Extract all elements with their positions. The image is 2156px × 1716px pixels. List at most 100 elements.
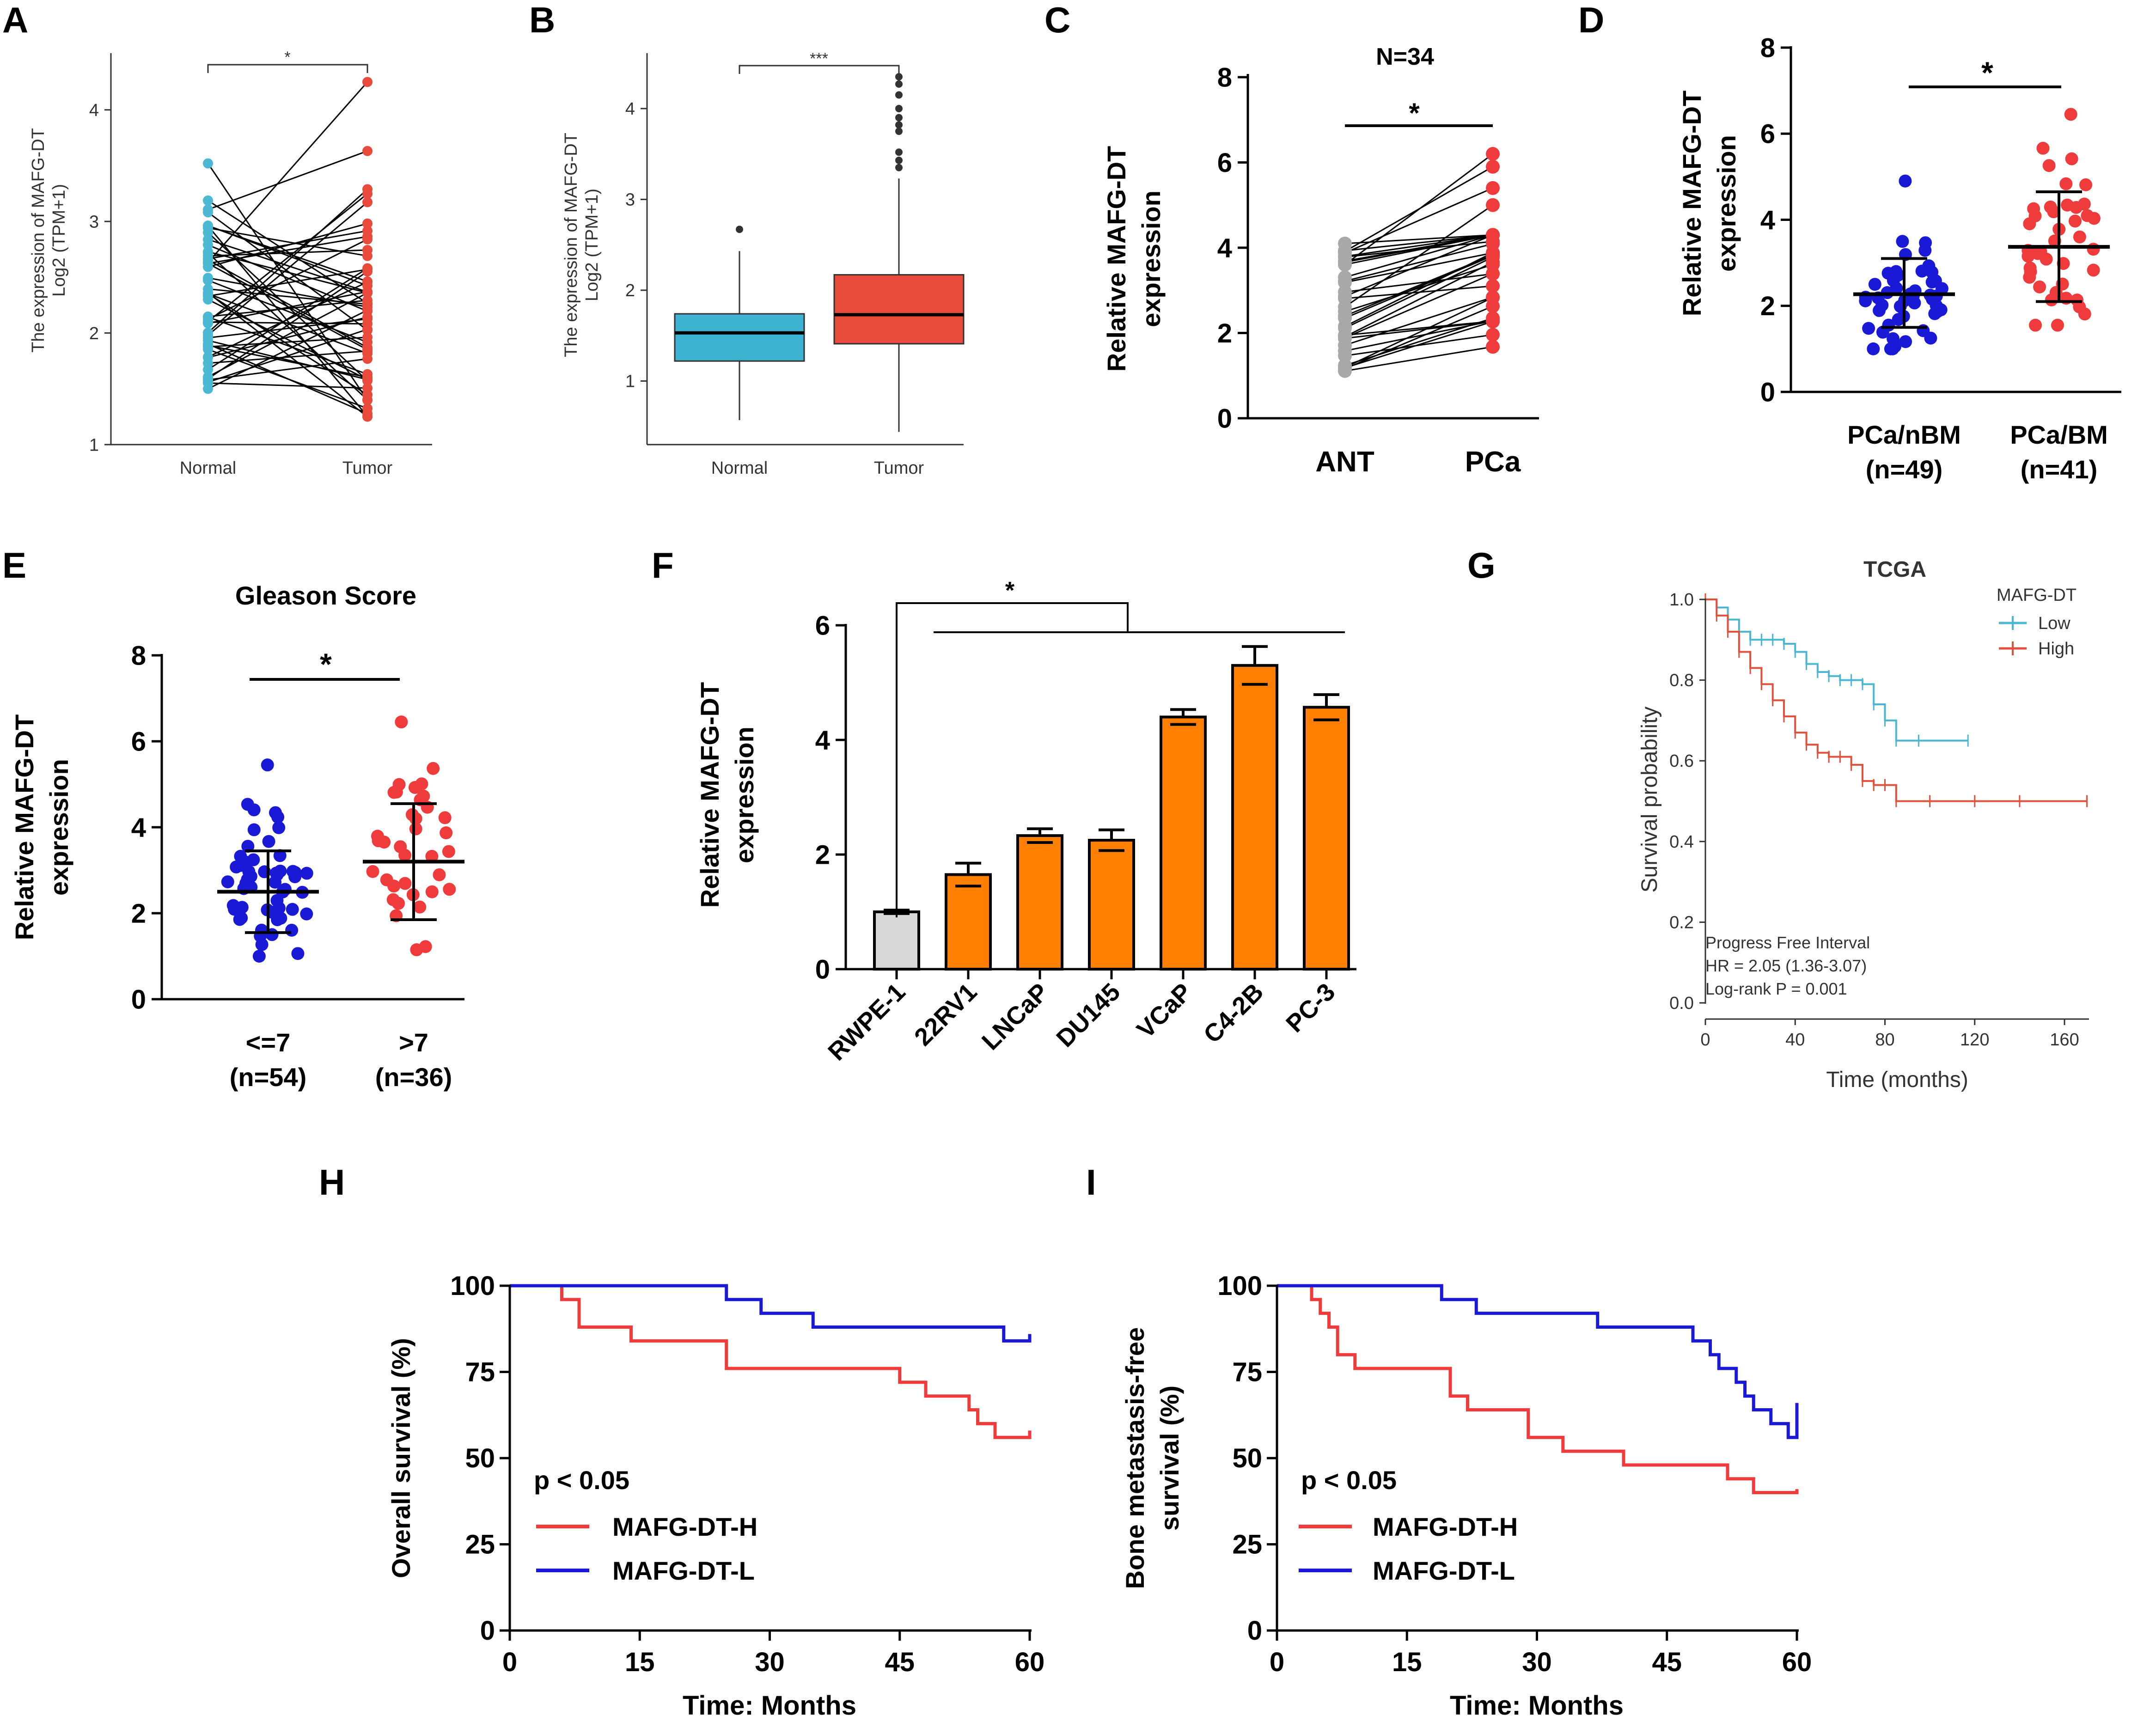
data-point <box>285 923 299 937</box>
pair-line <box>208 280 368 343</box>
y-tick-label: 2 <box>815 840 830 870</box>
pair-line <box>1344 255 1493 319</box>
data-point <box>226 899 240 912</box>
pca-point <box>1486 290 1500 305</box>
panel-i-legend-h: MAFG-DT-H <box>1373 1512 1518 1541</box>
tumor-point <box>362 226 373 236</box>
pair-line <box>1344 296 1493 346</box>
panel-f-sig-bracket-top <box>896 602 1129 917</box>
pair-line <box>208 336 368 348</box>
x-tick-label: 60 <box>1782 1647 1812 1677</box>
data-point <box>1876 325 1889 339</box>
x-tick-label: 0 <box>1700 1030 1710 1050</box>
panel-b-ylabel-1: The expression of MAFG-DT <box>562 133 581 357</box>
data-point <box>2065 152 2078 165</box>
x-tick-label: 0 <box>502 1647 517 1677</box>
pair-line <box>208 271 368 379</box>
panel-a-xtick-tumor: Tumor <box>342 458 393 478</box>
panel-d-scatter: 0 2 4 6 8 * PCa/nBM (n=49) PCa/BM (n=41) Rel… <box>1677 33 2121 484</box>
panel-c-xtick-ant: ANT <box>1315 446 1374 478</box>
pair-line <box>208 348 368 409</box>
data-point <box>1896 235 1909 248</box>
pair-line <box>1344 243 1493 282</box>
normal-point <box>203 352 213 363</box>
pca-point <box>1486 328 1500 342</box>
y-tick-label: 50 <box>1232 1443 1262 1473</box>
x-tick-label: DU145 <box>1051 978 1125 1052</box>
panel-i-pvalue: p < 0.05 <box>1301 1466 1397 1495</box>
pca-point <box>1486 340 1500 354</box>
pair-line <box>208 340 368 380</box>
data-point <box>2068 214 2082 228</box>
panel-d-sig-star: * <box>1981 55 1993 90</box>
y-tick-label: 25 <box>465 1530 495 1560</box>
data-point <box>2023 261 2037 275</box>
y-tick-label: 0.8 <box>1669 671 1694 690</box>
data-point <box>2081 209 2094 222</box>
data-point <box>2087 263 2100 277</box>
km-curve-mafg-dt-h <box>1277 1284 1799 1495</box>
panel-b-marks <box>674 73 965 432</box>
pair-line <box>208 382 368 389</box>
tumor-point <box>362 146 373 156</box>
panel-label-d: D <box>1578 0 1604 40</box>
pca-point <box>1486 159 1500 174</box>
tumor-point <box>362 318 373 329</box>
pair-line <box>1344 234 1493 297</box>
data-point <box>1899 335 1912 348</box>
normal-point <box>203 227 213 238</box>
pair-line <box>208 259 368 348</box>
panel-g-legend-title: MAFG-DT <box>1997 586 2077 605</box>
x-tick-label: RWPE-1 <box>823 978 910 1066</box>
data-point <box>1875 299 1889 312</box>
panel-f-ylabel-1: Relative MAFG-DT <box>695 682 724 908</box>
x-tick-label: 160 <box>2050 1030 2079 1050</box>
pair-line <box>208 238 368 320</box>
pair-line <box>208 236 368 264</box>
pair-line <box>208 193 368 322</box>
data-point <box>269 806 282 819</box>
data-point <box>2077 197 2091 211</box>
bar-rwpe-1 <box>873 910 920 971</box>
panel-a-paired-scatter: 1 2 3 4 Normal Tumor The expression of MAFG… <box>29 49 432 478</box>
panel-e-ylabel-2: expression <box>44 759 73 896</box>
pair-line <box>208 227 368 257</box>
data-point <box>2078 307 2091 321</box>
pair-line <box>208 150 368 210</box>
data-point <box>234 849 247 863</box>
pca-point <box>1486 279 1500 293</box>
data-point <box>1887 332 1900 345</box>
pair-line <box>208 316 368 375</box>
panel-b-y-ticks: 1 2 3 4 <box>625 99 647 391</box>
tumor-point <box>362 250 373 261</box>
data-point <box>1892 269 1905 282</box>
normal-point <box>203 258 213 269</box>
normal-point <box>203 284 213 294</box>
tumor-point <box>362 218 373 229</box>
y-tick-label: 0 <box>815 954 830 984</box>
data-point <box>1881 267 1895 280</box>
y-tick-label: 0.0 <box>1669 994 1694 1013</box>
panel-label-b: B <box>529 0 555 40</box>
pair-line <box>208 225 368 282</box>
data-point <box>2033 280 2046 293</box>
data-point <box>300 907 313 921</box>
x-tick-label: 45 <box>1652 1647 1682 1677</box>
panel-b-boxplot: 1 2 3 4 Normal Tumor The expression of MAFG… <box>562 50 965 478</box>
panel-h-legend-h: MAFG-DT-H <box>612 1512 757 1541</box>
panel-a-sig-bracket <box>207 64 368 73</box>
pair-line <box>208 358 368 381</box>
panel-e-xtick-gt7-n: (n=36) <box>375 1063 452 1092</box>
km-curve-mafg-dt-h <box>510 1284 1032 1439</box>
normal-point <box>203 291 213 301</box>
ant-point <box>1338 270 1352 284</box>
panel-c-paired-scatter: 0 2 4 6 8 N=34 * ANT PCa Relative MAFG-DT ex… <box>1102 43 1539 478</box>
pair-line <box>1344 234 1493 257</box>
panel-d-xtick-nbm: PCa/nBM <box>1847 420 1961 449</box>
panel-i-ylabel-2: survival (%) <box>1155 1386 1184 1531</box>
panel-label-f: F <box>652 545 674 586</box>
normal-point <box>203 158 213 169</box>
pair-line <box>1344 285 1493 299</box>
data-point <box>2047 205 2060 219</box>
